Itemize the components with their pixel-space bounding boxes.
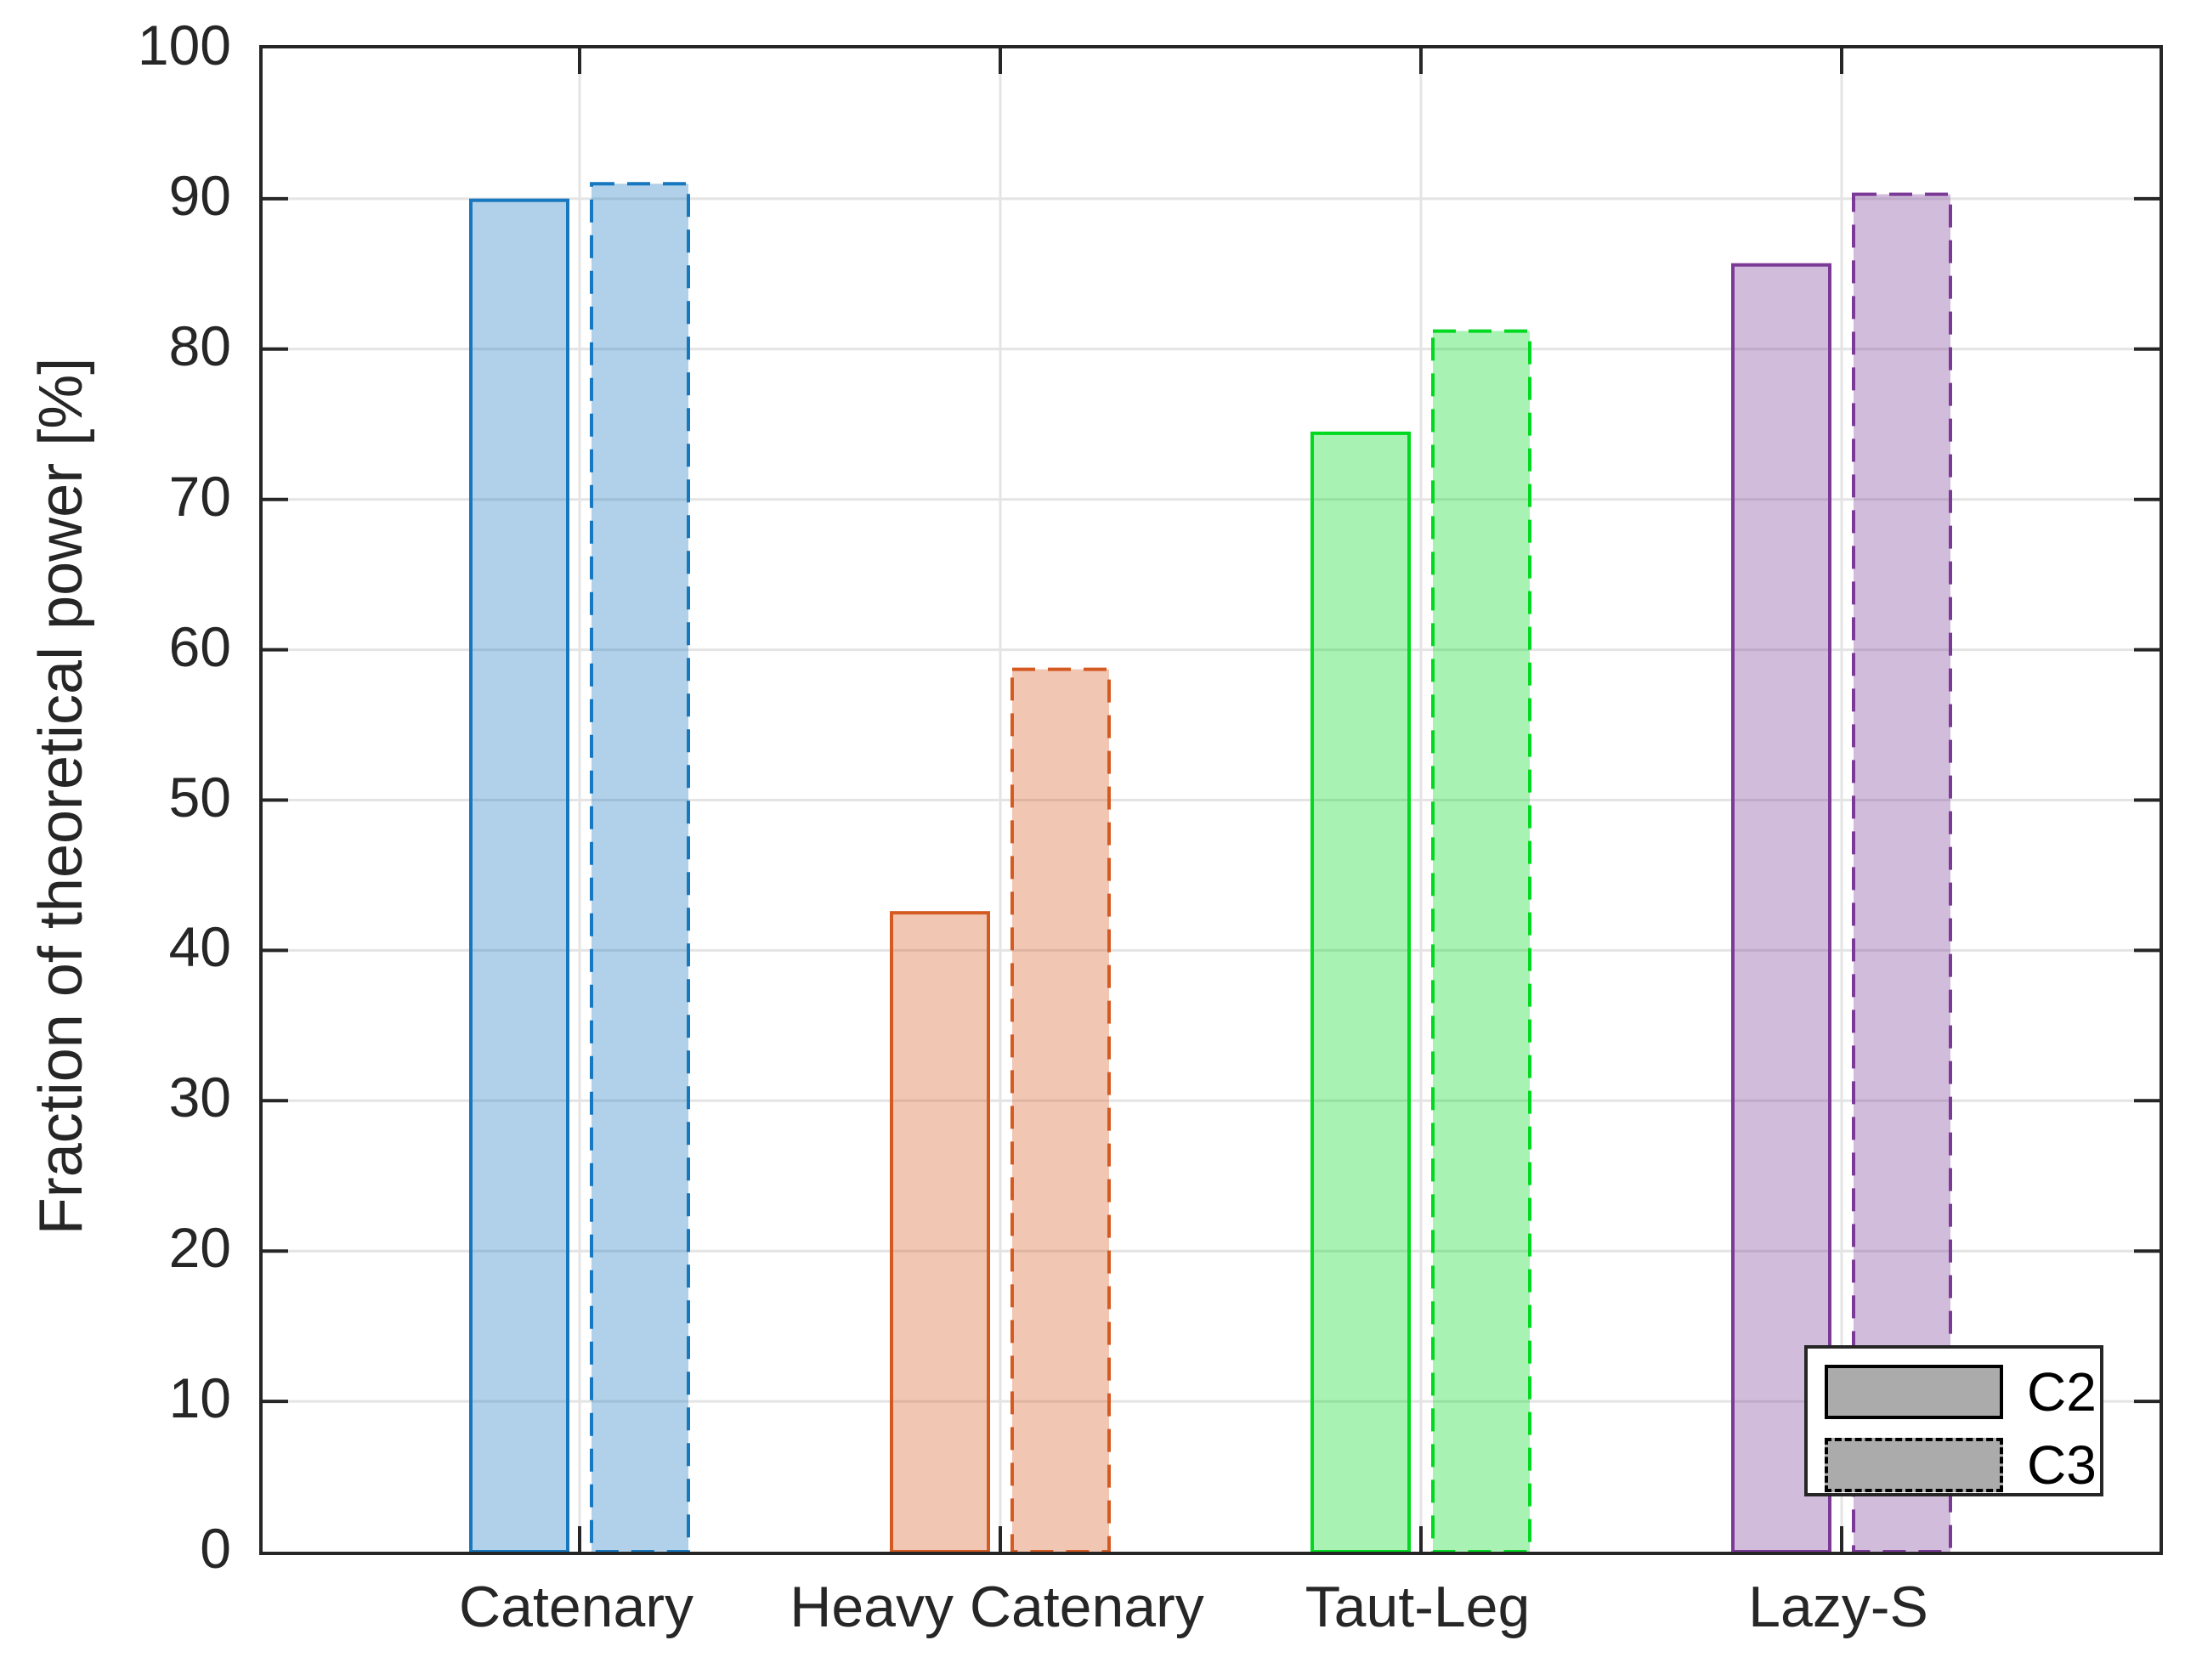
x-category-label-heavy-catenary: Heavy Catenary [790,1575,1204,1639]
y-tick-label-80: 80 [168,314,231,377]
y-tick-label-100: 100 [137,14,231,76]
bar-lazy-s-c3 [1852,192,1952,1552]
legend-label-c2: C2 [2027,1361,2097,1423]
bar-heavy-catenary-c3 [1010,667,1111,1552]
bar-taut-leg-c3 [1431,329,1531,1552]
legend-swatch-dashed-icon [1825,1438,2003,1492]
y-tick-label-40: 40 [168,915,231,979]
bar-lazy-s-c2 [1731,263,1831,1552]
plot-area [259,45,2163,1555]
legend-label-c3: C3 [2027,1434,2097,1496]
legend-item-c3: C3 [1825,1434,2097,1496]
bar-heavy-catenary-c2 [890,911,990,1552]
y-tick-label-20: 20 [168,1216,231,1280]
y-tick-label-10: 10 [168,1366,231,1430]
bar-catenary-c3 [590,182,690,1552]
legend: C2 C3 [1804,1345,2103,1496]
y-tick-label-70: 70 [168,464,231,528]
x-category-label-taut-leg: Taut-Leg [1305,1575,1531,1639]
x-category-label-lazy-s: Lazy-S [1748,1575,1928,1639]
bar-taut-leg-c2 [1310,431,1411,1552]
x-category-label-catenary: Catenary [459,1575,693,1639]
y-tick-label-0: 0 [200,1517,231,1580]
chart-canvas [263,48,2160,1552]
legend-item-c2: C2 [1825,1360,2097,1423]
y-tick-label-60: 60 [168,614,231,678]
bar-catenary-c2 [469,198,569,1552]
y-tick-label-30: 30 [168,1066,231,1129]
y-tick-label-50: 50 [168,765,231,829]
y-tick-label-90: 90 [168,163,231,227]
legend-swatch-solid-icon [1825,1365,2003,1419]
